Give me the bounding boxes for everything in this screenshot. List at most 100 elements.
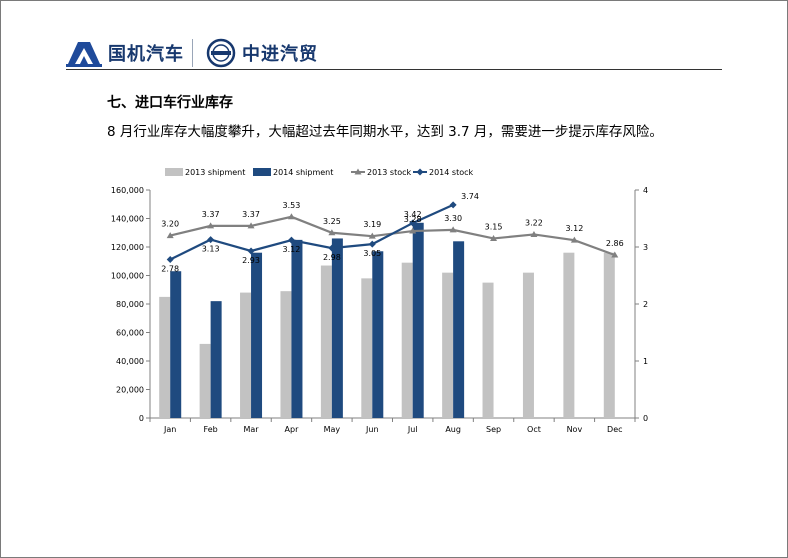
logo-right-text: 中进汽贸	[242, 44, 318, 65]
bar-2014-shipment	[372, 251, 384, 418]
stock-2014-point	[247, 247, 255, 255]
header: 国机汽车 中进汽贸	[66, 36, 722, 70]
stock-2014-data-label: 3.13	[202, 245, 220, 254]
y-right-tick-label: 1	[643, 357, 648, 366]
legend-marker	[354, 168, 362, 175]
stock-2013-data-label: 3.20	[161, 220, 179, 229]
y-right-tick-label: 0	[643, 414, 648, 423]
x-tick-label: Nov	[567, 425, 583, 434]
stock-2013-data-label: 3.12	[565, 224, 583, 233]
stock-2014-data-label: 3.05	[363, 249, 381, 258]
bar-2014-shipment	[170, 271, 182, 418]
x-tick-label: Feb	[204, 425, 218, 434]
x-tick-label: Jul	[407, 425, 418, 434]
section-description: 8 月行业库存大幅度攀升，大幅超过去年同期水平，达到 3.7 月，需要进一步提示…	[107, 124, 663, 140]
bar-2013-shipment	[482, 282, 494, 418]
x-tick-label: Oct	[527, 425, 541, 434]
stock-2013-point	[490, 234, 498, 241]
stock-2013-data-label: 3.30	[444, 214, 462, 223]
legend-label: 2013 stock	[367, 168, 412, 177]
bar-2013-shipment	[159, 296, 171, 418]
y-left-tick-label: 120,000	[111, 243, 144, 252]
x-tick-label: Sep	[486, 425, 501, 434]
y-left-tick-label: 80,000	[116, 300, 144, 309]
stock-2014-data-label: 3.42	[404, 210, 422, 219]
stock-2013-data-label: 3.22	[525, 218, 543, 227]
chart-data-labels: 3.20 3.37 3.37 3.53 3.25 3.19 3.28 3.30 3.15 3.22…	[161, 192, 623, 274]
stock-2013-data-label: 3.53	[283, 201, 301, 210]
y-right-tick-label: 4	[643, 186, 648, 195]
stock-2014-point	[328, 244, 336, 252]
stock-2014-point	[449, 201, 457, 209]
stock-2014-point	[409, 219, 417, 227]
stock-2014-point	[287, 236, 295, 244]
cimc-logo-icon	[206, 38, 236, 68]
y-left-tick-label: 160,000	[111, 186, 144, 195]
logo-left-text: 国机汽车	[108, 44, 184, 65]
bar-2014-shipment	[251, 252, 263, 418]
stock-2014-point	[207, 236, 215, 244]
y-left-tick-label: 60,000	[116, 329, 144, 338]
stock-2014-line	[169, 203, 454, 261]
stock-2013-line	[169, 215, 616, 257]
y-left-tick-label: 100,000	[111, 272, 144, 281]
bar-2014-shipment	[210, 301, 222, 418]
bar-2013-shipment	[603, 252, 615, 418]
legend-label: 2014 shipment	[273, 168, 333, 177]
y-right-tick-label: 2	[643, 300, 648, 309]
legend-swatch	[253, 168, 271, 176]
stock-2013-point	[570, 236, 578, 243]
stock-2013-point	[328, 229, 336, 236]
bar-2013-shipment	[320, 265, 332, 418]
x-tick-label: Aug	[445, 425, 461, 434]
bar-2014-shipment	[453, 241, 465, 418]
bar-2013-shipment	[563, 252, 575, 418]
chart-legend: 2013 shipment 2014 shipment 2013 stock 2014…	[165, 168, 474, 177]
stock-2013-point	[368, 232, 376, 239]
stock-2013-data-label: 3.28	[404, 215, 422, 224]
x-tick-label: May	[324, 425, 341, 434]
stock-2013-data-label: 3.15	[485, 222, 503, 231]
stock-2013-data-label: 3.25	[323, 217, 341, 226]
bar-2013-shipment	[442, 272, 454, 418]
y-left-tick-label: 40,000	[116, 357, 144, 366]
stock-2013-point	[166, 232, 174, 239]
bar-2013-shipment	[361, 278, 373, 418]
y-left-tick-label: 0	[139, 414, 144, 423]
stock-2014-data-label: 3.12	[283, 245, 301, 254]
stock-2014-point	[368, 240, 376, 248]
stock-2014-point	[166, 256, 174, 264]
x-tick-label: Jan	[163, 425, 176, 434]
y-right-tick-label: 3	[643, 243, 648, 252]
logo-sinomach: 国机汽车	[66, 36, 184, 70]
bar-2014-shipment	[412, 222, 424, 418]
legend-label: 2013 shipment	[185, 168, 245, 177]
stock-2014-data-label: 3.74	[461, 192, 479, 201]
legend-marker	[416, 168, 424, 176]
stock-2013-point	[409, 227, 417, 234]
logo-divider	[192, 39, 193, 67]
stock-2013-data-label: 3.37	[242, 210, 260, 219]
legend-swatch	[165, 168, 183, 176]
combo-chart: 2013 shipment 2014 shipment 2013 stock 2014…	[111, 168, 648, 434]
legend-label: 2014 stock	[429, 168, 474, 177]
chart-lines	[166, 201, 619, 264]
bar-2013-shipment	[401, 262, 413, 418]
section-title: 七、进口车行业库存	[107, 95, 233, 111]
sinomach-logo-icon	[66, 42, 102, 67]
bar-2014-shipment	[291, 239, 303, 418]
y-left-tick-label: 20,000	[116, 386, 144, 395]
x-tick-label: Dec	[607, 425, 622, 434]
stock-2013-point	[247, 222, 255, 229]
stock-2013-data-label: 3.37	[202, 210, 220, 219]
bar-2013-shipment	[199, 343, 211, 418]
bar-2013-shipment	[522, 272, 534, 418]
x-tick-label: Jun	[365, 425, 379, 434]
stock-2014-data-label: 2.93	[242, 256, 260, 265]
logo-cimc: 中进汽贸	[206, 36, 318, 70]
stock-2014-data-label: 2.98	[323, 253, 341, 262]
stock-2013-point	[287, 213, 295, 220]
y-left-tick-label: 140,000	[111, 215, 144, 224]
header-rule	[66, 69, 722, 70]
stock-2013-data-label: 3.19	[363, 220, 381, 229]
